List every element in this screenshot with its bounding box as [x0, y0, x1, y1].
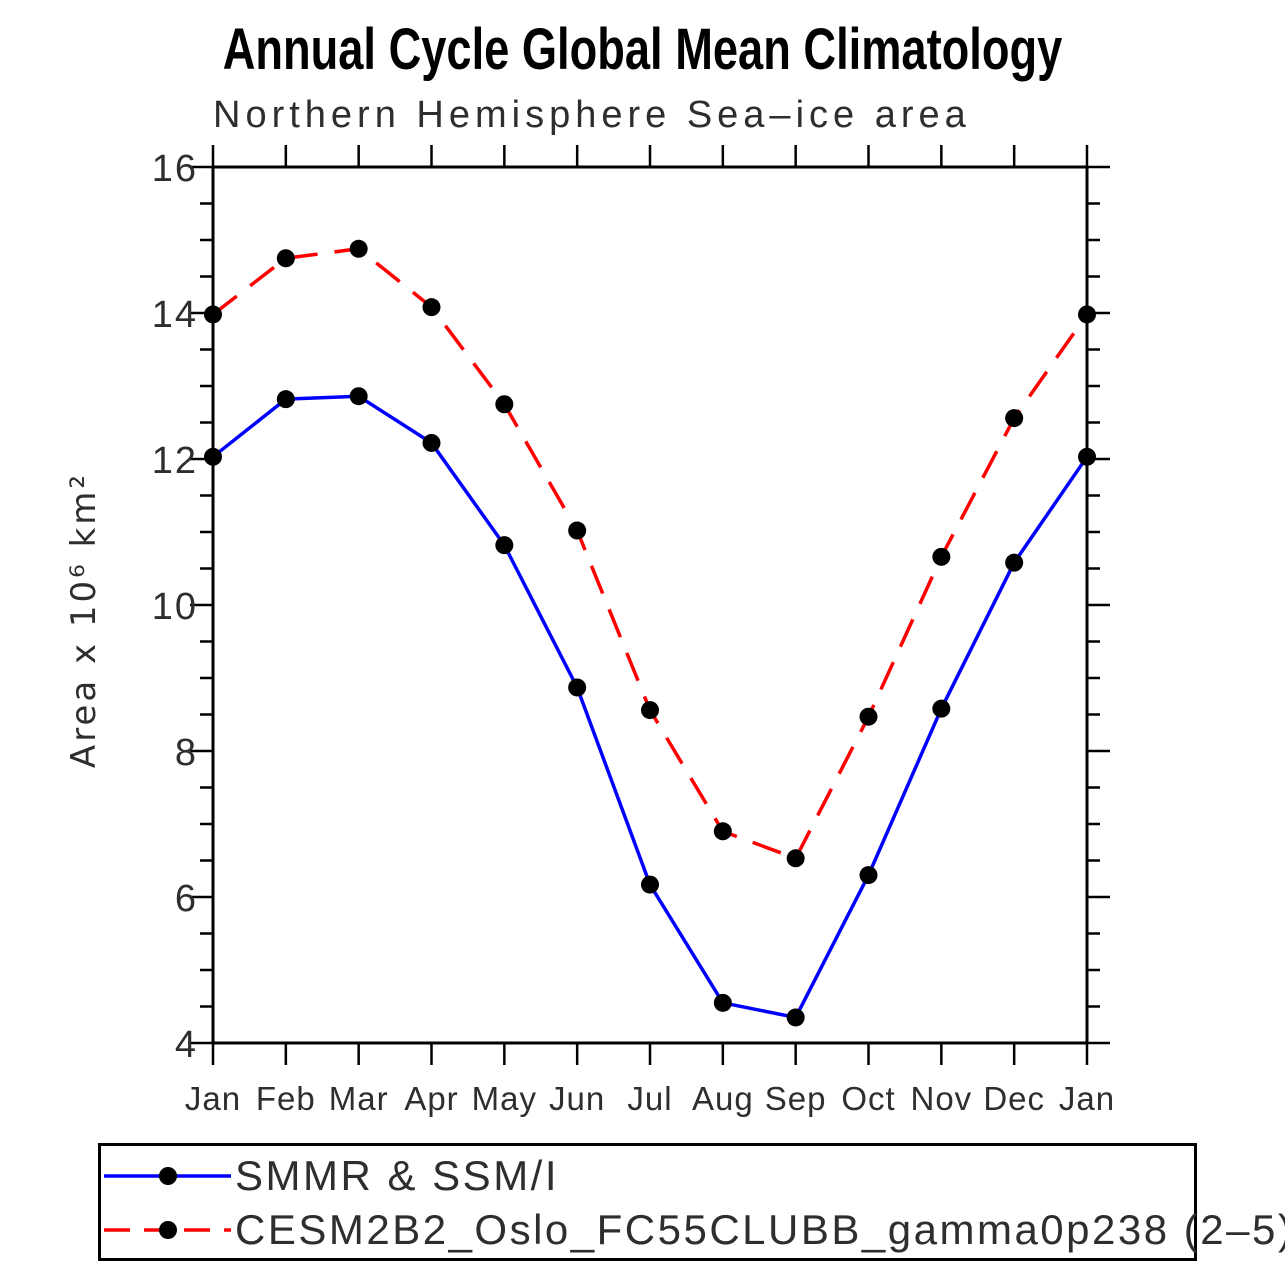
- data-point-marker: [495, 536, 514, 555]
- data-point-marker: [204, 447, 222, 466]
- data-point-marker: [932, 547, 951, 566]
- legend-entry: SMMR & SSM/I: [104, 1154, 559, 1198]
- y-tick-label: 6: [175, 878, 198, 920]
- data-point-marker: [422, 298, 441, 317]
- data-point-marker: [1078, 447, 1096, 466]
- data-point-marker: [349, 387, 368, 406]
- data-point-marker: [786, 1008, 805, 1027]
- data-point-marker: [1078, 305, 1096, 324]
- x-tick-label: Jun: [549, 1080, 605, 1117]
- data-point-marker: [641, 701, 659, 720]
- x-tick-label: Dec: [983, 1080, 1045, 1117]
- y-axis-label: Area x 10⁶ km²: [64, 471, 104, 769]
- chart-subtitle: Northern Hemisphere Sea–ice area: [213, 94, 971, 136]
- data-point-marker: [641, 875, 659, 894]
- data-point-marker: [568, 678, 587, 697]
- x-tick-label: Jan: [185, 1080, 241, 1117]
- plot-frame: [211, 165, 1089, 1045]
- data-point-marker: [859, 707, 878, 726]
- data-point-marker: [495, 395, 514, 414]
- data-point-marker: [204, 305, 222, 324]
- data-point-marker: [349, 239, 368, 258]
- x-tick-label: May: [472, 1080, 537, 1117]
- data-point-marker: [932, 699, 951, 718]
- x-tick-label: Apr: [404, 1080, 458, 1117]
- data-point-marker: [276, 390, 295, 409]
- y-tick-label: 16: [152, 148, 198, 190]
- x-tick-label: Feb: [256, 1080, 316, 1117]
- x-tick-label: Oct: [841, 1080, 895, 1117]
- legend-entry: CESM2B2_Oslo_FC55CLUBB_gamma0p238 (2–5): [104, 1208, 1285, 1252]
- y-tick-label: 14: [152, 294, 198, 336]
- chart-title: Annual Cycle Global Mean Climatology: [222, 17, 1063, 82]
- y-tick-label: 12: [152, 440, 198, 482]
- y-tick-label: 10: [152, 586, 198, 628]
- legend-entry-label: CESM2B2_Oslo_FC55CLUBB_gamma0p238 (2–5): [235, 1206, 1285, 1253]
- y-tick-label: 4: [175, 1024, 198, 1066]
- data-point-marker: [713, 993, 732, 1012]
- data-point-marker: [568, 521, 587, 540]
- data-point-marker: [1005, 553, 1024, 572]
- legend-line-marker-icon: [104, 1167, 231, 1185]
- x-tick-label: Jul: [627, 1080, 672, 1117]
- legend-entry-label: SMMR & SSM/I: [235, 1152, 560, 1199]
- x-tick-label: Nov: [910, 1080, 972, 1117]
- legend-line-marker-icon: [104, 1221, 231, 1239]
- axis-ticks: [190, 145, 1110, 1065]
- y-tick-label: 8: [175, 732, 198, 774]
- data-point-marker: [713, 822, 732, 841]
- data-point-marker: [276, 249, 295, 268]
- series-line-1: [211, 246, 1089, 861]
- x-tick-label: Aug: [692, 1080, 754, 1117]
- x-tick-label: Jan: [1059, 1080, 1115, 1117]
- legend-box: [98, 1143, 1197, 1261]
- data-point-marker: [1005, 409, 1024, 428]
- x-tick-label: Mar: [329, 1080, 389, 1117]
- data-point-marker: [786, 849, 805, 868]
- data-point-marker: [859, 866, 878, 885]
- x-tick-label: Sep: [765, 1080, 827, 1117]
- data-point-marker: [422, 433, 441, 452]
